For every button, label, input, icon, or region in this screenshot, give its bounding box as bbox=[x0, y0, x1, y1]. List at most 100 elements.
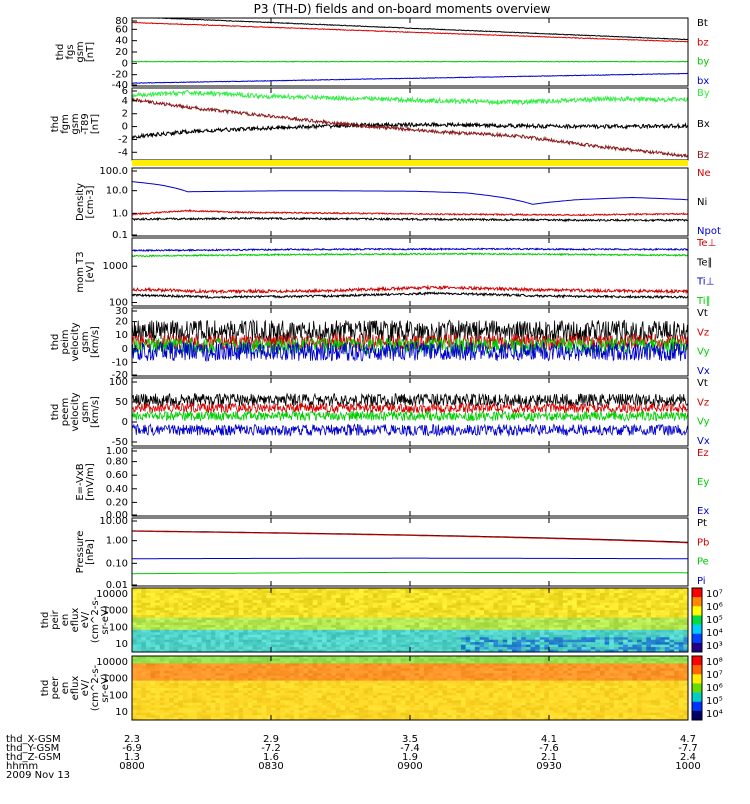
legend-Ni: Ni bbox=[697, 197, 707, 208]
ytick-label: 1.0 bbox=[112, 208, 128, 219]
legend-Vz: Vz bbox=[697, 397, 709, 408]
ytick-label: 0.1 bbox=[112, 230, 128, 241]
colorbar-segment bbox=[692, 597, 702, 607]
ytick-label: 100 bbox=[109, 377, 128, 388]
series-line-bz bbox=[132, 22, 688, 42]
legend-Pb: Pb bbox=[697, 537, 709, 548]
ylabel-line: [eV] bbox=[85, 262, 96, 283]
series-line-Vx bbox=[132, 424, 688, 435]
legend-bz: bz bbox=[697, 37, 709, 48]
ytick-label: 1000 bbox=[103, 261, 128, 272]
ylabel-line: [km/s] bbox=[90, 396, 101, 428]
ytick-label: -2 bbox=[118, 134, 128, 145]
ytick-label: 0 bbox=[122, 344, 128, 355]
colorbar-tick-label: 10⁵ bbox=[706, 615, 723, 626]
legend-Vt: Vt bbox=[697, 308, 708, 319]
series-line-Pi bbox=[132, 558, 688, 559]
ylabel-line: [nT] bbox=[90, 114, 101, 134]
ytick-label: 20 bbox=[115, 317, 128, 328]
ytick-label: 0 bbox=[122, 58, 128, 69]
ylabel-line: [nT] bbox=[85, 42, 96, 62]
series-line-Pb bbox=[132, 531, 688, 543]
plot-title: P3 (TH-D) fields and on-board moments ov… bbox=[254, 2, 551, 16]
legend-Ti⊥: Ti⊥ bbox=[696, 277, 714, 288]
ytick-label: -4 bbox=[118, 147, 128, 158]
colorbar-segment bbox=[692, 634, 702, 644]
colorbar-segment bbox=[692, 588, 702, 598]
ylabel-line: [nPa] bbox=[85, 539, 96, 565]
legend-Pe: Pe bbox=[697, 557, 709, 568]
ytick-label: 100.0 bbox=[99, 166, 128, 177]
ytick-label: 0.80 bbox=[106, 457, 128, 468]
legend-bx: bx bbox=[697, 76, 709, 87]
colorbar-segment bbox=[692, 615, 702, 625]
ytick-label: 0.10 bbox=[106, 558, 128, 569]
ytick-label: 30 bbox=[115, 306, 128, 317]
legend-Vt: Vt bbox=[697, 378, 708, 389]
colorbar-tick-label: 10⁶ bbox=[706, 602, 723, 613]
series-line-Ne bbox=[132, 210, 688, 215]
ytick-label: 1.00 bbox=[106, 536, 128, 547]
ytick-label: 10 bbox=[115, 639, 128, 650]
ytick-label: 20 bbox=[115, 47, 128, 58]
legend-Ez: Ez bbox=[697, 448, 709, 459]
legend-Vy: Vy bbox=[697, 417, 710, 428]
legend-Te⊥: Te⊥ bbox=[696, 238, 716, 249]
colorbar-segment bbox=[692, 643, 702, 653]
legend-Vz: Vz bbox=[697, 327, 709, 338]
ytick-label: 50 bbox=[115, 397, 128, 408]
legend-Bt: Bt bbox=[697, 18, 708, 29]
legend-Vx: Vx bbox=[697, 436, 710, 447]
ylabel-mom-temp: mom T3[eV] bbox=[75, 251, 96, 292]
panel-frame bbox=[132, 518, 688, 586]
ytick-label: 10 bbox=[115, 330, 128, 341]
ylabel-density: Density[cm-3] bbox=[75, 183, 96, 221]
yellow-bar bbox=[132, 160, 688, 166]
colorbar-segment bbox=[692, 625, 702, 635]
ytick-label: 100 bbox=[109, 622, 128, 633]
series-line-Ti⊥ bbox=[132, 248, 688, 251]
ytick-label: -10 bbox=[112, 357, 128, 368]
ytick-label: 4 bbox=[122, 96, 128, 107]
legend-Ey: Ey bbox=[697, 477, 709, 488]
series-line-Ni bbox=[132, 218, 688, 222]
panel-exb: 1.000.800.600.400.200.00EzEyExE=-VxB[mV/… bbox=[75, 446, 709, 521]
legend-Te∥: Te∥ bbox=[696, 257, 713, 268]
series-line-Te⊥ bbox=[132, 286, 688, 293]
series-line-Bx bbox=[132, 123, 688, 139]
colorbar-tick-label: 10⁴ bbox=[706, 628, 723, 639]
panel-frame bbox=[132, 378, 688, 446]
ytick-label: 10.0 bbox=[106, 186, 128, 197]
panel-frame bbox=[132, 168, 688, 236]
legend-Bz: Bz bbox=[697, 150, 709, 161]
legend-Vx: Vx bbox=[697, 366, 710, 377]
ytick-label: 60 bbox=[115, 24, 128, 35]
series-line-Ti∥ bbox=[132, 253, 688, 257]
ytick-label: 2 bbox=[122, 109, 128, 120]
legend-Bx: Bx bbox=[697, 119, 710, 130]
ylabel-line: [cm-3] bbox=[85, 185, 96, 218]
ytick-label: 0 bbox=[122, 417, 128, 428]
ytick-label: 1.00 bbox=[106, 446, 128, 457]
ytick-label: 0 bbox=[122, 122, 128, 133]
legend-Pt: Pt bbox=[697, 518, 707, 529]
colorbar-segment bbox=[692, 606, 702, 616]
ylabel-pressure: Pressure[nPa] bbox=[75, 531, 96, 574]
ytick-label: 40 bbox=[115, 36, 128, 47]
series-line-Npot bbox=[132, 182, 688, 205]
series-line-Pe bbox=[132, 572, 688, 573]
ylabel-line: [mV/m] bbox=[85, 463, 96, 501]
